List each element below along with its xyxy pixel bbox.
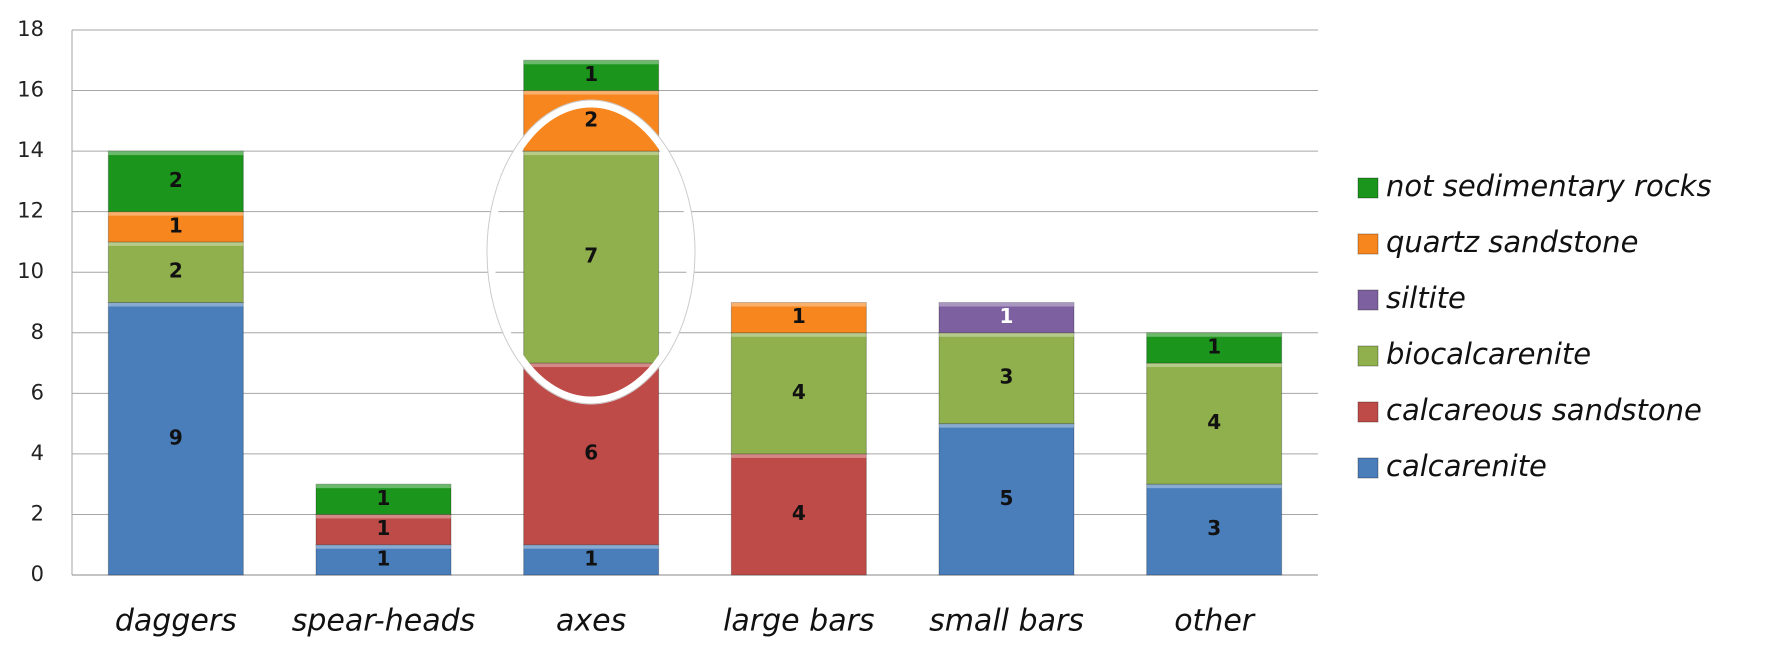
bar-highlight bbox=[939, 302, 1074, 307]
bar-segment bbox=[730, 302, 867, 334]
y-tick-label: 6 bbox=[31, 380, 44, 404]
bar-segment bbox=[1146, 332, 1283, 364]
highlight-ellipse bbox=[487, 100, 695, 404]
legend-label: siltite bbox=[1386, 281, 1466, 315]
bar-segment bbox=[107, 150, 244, 213]
bar-highlight bbox=[523, 363, 659, 368]
segment-label: 7 bbox=[584, 244, 598, 268]
bar-highlight bbox=[523, 90, 659, 95]
bar-segment bbox=[730, 332, 867, 455]
segment-label: 4 bbox=[1207, 410, 1221, 434]
legend-swatch bbox=[1357, 177, 1379, 199]
bar-segment bbox=[107, 302, 244, 576]
legend-swatch bbox=[1357, 345, 1379, 367]
segment-label: 1 bbox=[584, 546, 598, 570]
bar-segment bbox=[938, 423, 1075, 576]
legend-swatch bbox=[1357, 289, 1379, 311]
highlight-ellipse-shadow bbox=[486, 99, 696, 405]
y-tick-label: 10 bbox=[17, 259, 44, 283]
bar-highlight bbox=[316, 514, 451, 519]
x-tick-label: spear-heads bbox=[292, 604, 476, 639]
bar-segment bbox=[315, 483, 452, 515]
segment-label: 2 bbox=[584, 107, 598, 131]
bar-highlight bbox=[523, 151, 659, 156]
bar-highlight bbox=[731, 302, 867, 307]
x-tick-label: large bars bbox=[723, 604, 874, 639]
bar-highlight bbox=[1146, 484, 1282, 489]
bar-highlight bbox=[731, 332, 867, 337]
y-tick-label: 8 bbox=[31, 320, 44, 344]
bar-segment bbox=[938, 302, 1075, 334]
bar-segment bbox=[523, 544, 660, 576]
bar-highlight bbox=[108, 302, 244, 307]
bar-highlight bbox=[731, 453, 867, 458]
legend-label: not sedimentary rocks bbox=[1386, 169, 1712, 203]
legend-swatch bbox=[1357, 233, 1379, 255]
bar-highlight bbox=[108, 211, 244, 216]
segment-label: 2 bbox=[169, 259, 183, 283]
x-tick-label: daggers bbox=[115, 604, 237, 639]
bar-highlight bbox=[1146, 332, 1282, 337]
bar-segment bbox=[1146, 483, 1283, 576]
x-tick-label: small bars bbox=[929, 604, 1084, 639]
segment-label: 1 bbox=[792, 304, 806, 328]
bar-highlight bbox=[523, 60, 659, 65]
segment-label: 5 bbox=[1000, 486, 1014, 510]
bar-highlight bbox=[939, 423, 1074, 428]
bar-highlight bbox=[523, 544, 659, 549]
x-tick-label: other bbox=[1174, 604, 1256, 639]
bar-segment bbox=[315, 513, 452, 546]
bar-highlight bbox=[939, 332, 1074, 337]
segment-label: 1 bbox=[377, 546, 391, 570]
y-tick-label: 0 bbox=[31, 562, 44, 586]
legend-label: calcarenite bbox=[1386, 449, 1547, 483]
segment-label: 3 bbox=[1000, 365, 1014, 389]
segment-label: 1 bbox=[377, 486, 391, 510]
legend-label: calcareous sandstone bbox=[1386, 393, 1702, 427]
bar-highlight bbox=[108, 241, 244, 246]
y-tick-label: 14 bbox=[17, 138, 44, 162]
y-tick-label: 16 bbox=[17, 78, 44, 102]
y-tick-label: 4 bbox=[31, 441, 44, 465]
y-tick-label: 18 bbox=[17, 17, 44, 41]
segment-label: 6 bbox=[584, 440, 598, 464]
bar-highlight bbox=[316, 484, 451, 489]
legend-label: biocalcarenite bbox=[1386, 337, 1591, 371]
legend-swatch bbox=[1357, 457, 1379, 479]
bar-highlight bbox=[108, 151, 244, 156]
segment-label: 1 bbox=[1207, 334, 1221, 358]
segment-label: 4 bbox=[792, 501, 806, 525]
bar-segment bbox=[1146, 362, 1283, 485]
segment-label: 4 bbox=[792, 380, 806, 404]
segment-label: 3 bbox=[1207, 516, 1221, 540]
bar-segment bbox=[523, 362, 660, 546]
segment-label: 9 bbox=[169, 425, 183, 449]
bar-segment bbox=[523, 59, 660, 92]
bar-segment bbox=[730, 453, 867, 576]
segment-label: 2 bbox=[169, 168, 183, 192]
bar-highlight bbox=[1146, 363, 1282, 368]
x-tick-label: axes bbox=[556, 604, 626, 639]
y-tick-label: 2 bbox=[31, 501, 44, 525]
legend-label: quartz sandstone bbox=[1386, 225, 1638, 259]
segment-label: 1 bbox=[584, 62, 598, 86]
y-tick-label: 12 bbox=[17, 199, 44, 223]
segment-label: 1 bbox=[169, 213, 183, 237]
bar-highlight bbox=[316, 544, 451, 549]
bar-segment bbox=[523, 150, 660, 364]
legend-swatch bbox=[1357, 401, 1379, 423]
segment-label: 1 bbox=[377, 516, 391, 540]
segment-label: 1 bbox=[1000, 304, 1014, 328]
